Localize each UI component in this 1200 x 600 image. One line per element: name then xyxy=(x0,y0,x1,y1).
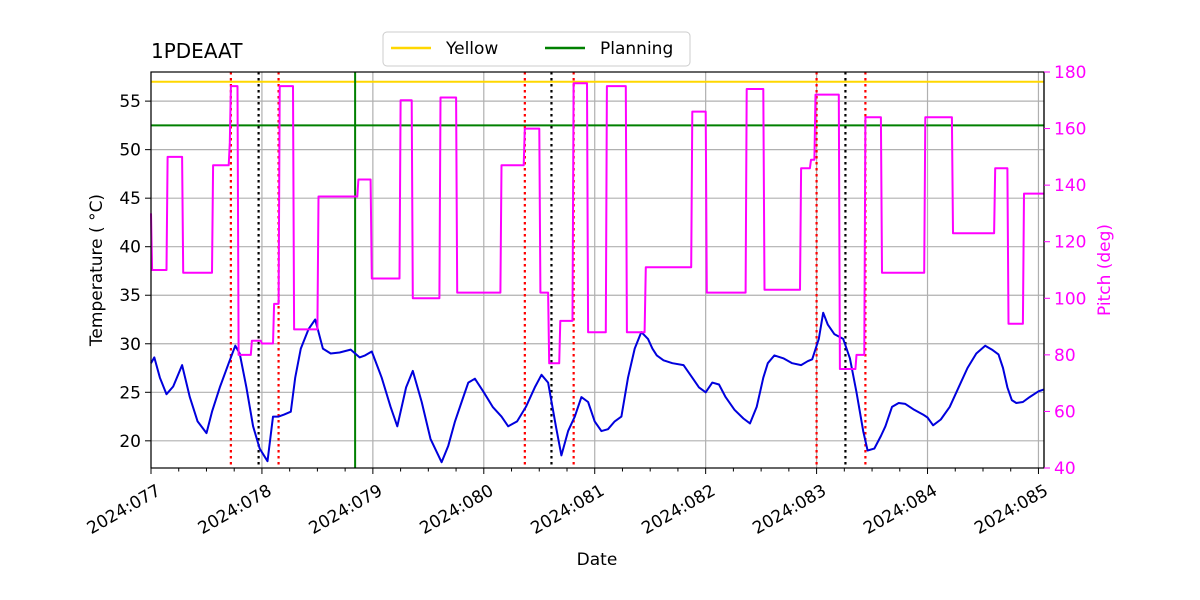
y2-tick-label: 180 xyxy=(1054,63,1086,83)
y-tick-label: 30 xyxy=(119,335,141,355)
legend-label-yellow: Yellow xyxy=(445,39,498,59)
legend: Yellow Planning xyxy=(382,31,691,67)
y2-tick-label: 60 xyxy=(1054,402,1076,422)
y2-tick-label: 80 xyxy=(1054,346,1076,366)
y2-tick-label: 100 xyxy=(1054,289,1086,309)
x-tick-label: 2024:084 xyxy=(860,481,941,539)
x-tick-label: 2024:083 xyxy=(749,481,830,539)
x-tick-label: 2024:080 xyxy=(417,481,498,539)
x-axis: 2024:077 2024:078 2024:079 2024:080 2024:081… xyxy=(84,468,1052,539)
x-tick-label: 2024:085 xyxy=(971,481,1052,539)
pitch-series-line xyxy=(150,82,1044,370)
y-tick-label: 50 xyxy=(119,141,141,161)
y-tick-label: 20 xyxy=(119,432,141,452)
y-tick-label: 45 xyxy=(119,189,141,209)
vertical-markers xyxy=(229,72,867,468)
x-tick-label: 2024:079 xyxy=(306,481,387,539)
y2-tick-label: 120 xyxy=(1054,233,1086,253)
legend-label-planning: Planning xyxy=(600,39,673,59)
legend-box xyxy=(382,31,691,67)
limit-lines xyxy=(151,80,1044,127)
y-axis-title: Temperature ( °C) xyxy=(87,194,107,347)
x-tick-label: 2024:077 xyxy=(84,481,165,539)
y2-tick-label: 40 xyxy=(1054,459,1076,479)
y-tick-label: 25 xyxy=(119,383,141,403)
y2-tick-label: 140 xyxy=(1054,176,1086,196)
y-tick-label: 35 xyxy=(119,286,141,306)
chart-title: 1PDEAAT xyxy=(151,39,243,63)
x-tick-label: 2024:082 xyxy=(638,481,719,539)
temperature-series-line xyxy=(150,311,1045,464)
y2-axis-title: Pitch (deg) xyxy=(1095,224,1115,316)
y-axis-right: 40 60 80 100 120 140 160 180 xyxy=(1043,63,1086,479)
plot-grid xyxy=(150,72,1044,468)
y2-tick-label: 160 xyxy=(1054,120,1086,140)
y-axis-left: 20 25 30 35 40 45 50 55 xyxy=(119,92,151,452)
x-tick-label: 2024:081 xyxy=(527,481,608,539)
y-tick-label: 55 xyxy=(119,92,141,112)
x-tick-label: 2024:078 xyxy=(195,481,276,539)
x-axis-title: Date xyxy=(577,550,618,570)
series-lines xyxy=(150,82,1045,464)
y-tick-label: 40 xyxy=(119,238,141,258)
plot-frame xyxy=(150,71,1045,469)
